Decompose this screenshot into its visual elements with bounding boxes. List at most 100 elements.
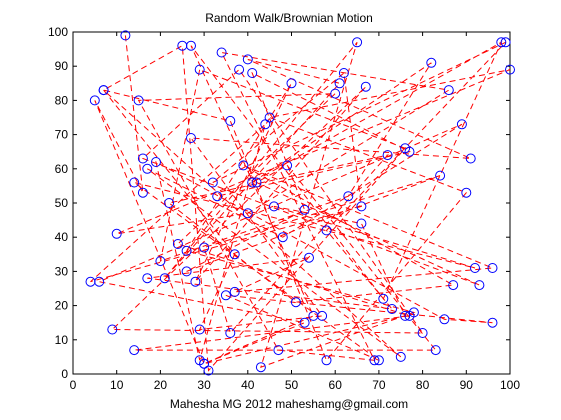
data-point <box>181 266 192 277</box>
data-point <box>234 64 245 75</box>
data-point <box>181 245 192 256</box>
data-point <box>98 85 109 96</box>
chart-title: Random Walk/Brownian Motion <box>205 11 373 25</box>
y-tick-label: 80 <box>55 93 69 107</box>
data-point <box>317 310 328 321</box>
data-point <box>251 177 262 188</box>
data-point <box>229 286 240 297</box>
data-point <box>338 68 349 78</box>
x-tick-label: 30 <box>197 378 211 392</box>
data-point <box>505 64 515 75</box>
x-tick-label: 90 <box>460 378 474 392</box>
data-point <box>461 187 472 198</box>
data-point <box>107 324 118 335</box>
data-point <box>199 242 210 253</box>
data-point <box>487 263 498 273</box>
data-point <box>373 355 384 366</box>
x-tick-label: 0 <box>70 378 77 392</box>
data-point <box>404 146 415 157</box>
data-point <box>186 133 196 143</box>
data-point <box>343 191 354 202</box>
axes-frame <box>72 31 511 375</box>
data-point <box>238 160 249 171</box>
data-point <box>282 160 293 171</box>
data-point <box>111 228 122 239</box>
data-point <box>382 150 393 161</box>
data-point <box>290 297 301 308</box>
data-point <box>229 249 240 260</box>
y-tick-label: 50 <box>55 196 69 210</box>
x-tick-label: 80 <box>416 378 430 392</box>
data-point <box>85 276 96 287</box>
data-point <box>190 276 201 287</box>
data-point <box>299 317 310 328</box>
data-point <box>330 88 341 99</box>
data-point <box>286 78 297 89</box>
data-point <box>242 54 253 65</box>
data-point <box>247 68 258 78</box>
y-tick-label: 70 <box>55 128 69 142</box>
data-point <box>321 355 332 366</box>
data-point <box>470 263 480 273</box>
series-line <box>90 35 511 372</box>
data-point <box>159 273 170 284</box>
data-point <box>207 177 218 188</box>
data-point <box>426 57 437 68</box>
data-point <box>321 225 332 236</box>
data-point <box>129 345 140 356</box>
data-point <box>194 355 205 366</box>
data-point <box>360 81 371 92</box>
y-tick-label: 10 <box>55 333 69 347</box>
data-point <box>400 310 411 321</box>
data-point <box>247 177 258 188</box>
x-tick-label: 60 <box>329 378 343 392</box>
data-point <box>356 218 367 229</box>
data-point <box>408 307 419 318</box>
data-point <box>299 204 310 215</box>
data-point <box>203 365 214 376</box>
data-point <box>487 317 498 328</box>
y-tick-label: 30 <box>55 264 69 278</box>
data-point <box>352 37 363 48</box>
data-point <box>356 201 367 212</box>
data-point <box>155 256 166 267</box>
data-point <box>177 40 188 51</box>
y-tick-label: 60 <box>55 162 69 176</box>
data-point <box>242 208 253 219</box>
data-point <box>369 355 380 366</box>
x-tick-label: 100 <box>500 378 520 392</box>
y-tick-label: 100 <box>48 25 68 39</box>
data-point <box>255 362 266 373</box>
data-point <box>212 191 223 202</box>
x-tick-label: 40 <box>241 378 255 392</box>
data-point <box>334 78 345 89</box>
data-point <box>273 345 284 356</box>
data-point <box>120 30 131 41</box>
data-point <box>260 119 271 130</box>
data-point <box>225 115 236 126</box>
data-point <box>500 37 511 48</box>
data-point <box>142 273 153 284</box>
data-point <box>465 153 476 164</box>
x-axis-ticks: 0 10 20 30 40 50 60 70 80 90 100 <box>70 32 520 392</box>
x-tick-label: 70 <box>372 378 386 392</box>
data-point <box>137 153 148 164</box>
series-lines <box>90 35 511 372</box>
data-point <box>430 345 441 356</box>
data-point <box>435 170 446 181</box>
x-tick-label: 50 <box>285 378 299 392</box>
data-point <box>216 47 227 58</box>
data-point <box>89 95 100 106</box>
x-tick-label: 20 <box>154 378 168 392</box>
data-point <box>151 157 161 167</box>
data-point <box>194 324 205 335</box>
x-axis-label: Mahesha MG 2012 maheshamg@gmail.com <box>170 397 408 411</box>
data-point <box>496 37 507 48</box>
data-point <box>129 177 140 188</box>
data-point <box>220 290 231 301</box>
data-point <box>474 280 485 291</box>
data-point <box>172 239 183 249</box>
data-point <box>395 351 406 362</box>
data-point <box>443 85 454 96</box>
data-point <box>448 280 459 291</box>
